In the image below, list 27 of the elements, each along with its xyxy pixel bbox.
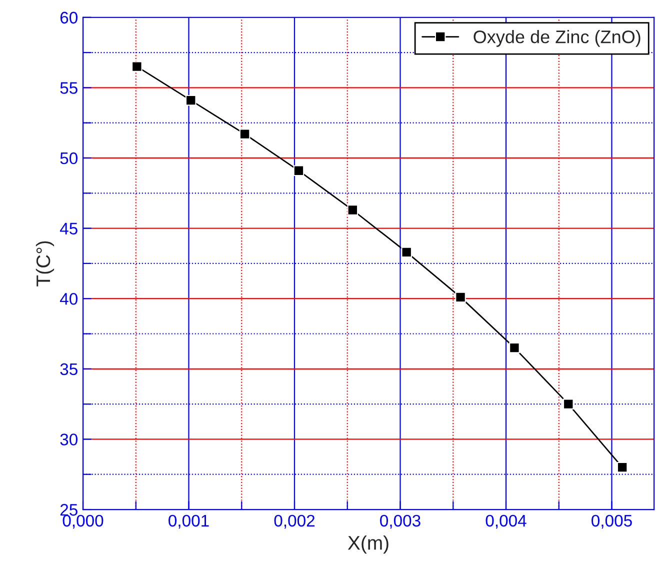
- y-tick-label: 30: [60, 434, 78, 446]
- y-axis-title: T(C°): [36, 241, 54, 286]
- point: [509, 342, 520, 354]
- point: [347, 204, 358, 216]
- y-tick-label: 50: [60, 152, 78, 164]
- x-tick-label: 0,005: [592, 514, 632, 529]
- x-tick-label: 0,001: [168, 514, 209, 529]
- legend-label: Oxyde de Zinc (ZnO): [474, 30, 640, 47]
- y-tick-label: 25: [60, 504, 78, 516]
- x-tick-label: 0,002: [274, 514, 315, 529]
- point: [455, 292, 466, 303]
- point: [563, 398, 574, 410]
- x-tick-label: 0,003: [380, 514, 420, 529]
- point: [401, 246, 412, 258]
- y-tick-label: 40: [60, 293, 78, 305]
- y-tick-label: 45: [60, 222, 78, 234]
- point: [132, 61, 142, 72]
- point: [185, 94, 196, 106]
- y-tick-label: 35: [60, 363, 78, 376]
- x-axis-title: X(m): [348, 535, 388, 554]
- y-tick-label: 55: [60, 82, 78, 94]
- point: [616, 462, 628, 473]
- point: [293, 165, 304, 176]
- x-tick-label: 0,000: [62, 514, 104, 529]
- y-tick-label: 60: [60, 12, 78, 24]
- point: [239, 128, 250, 140]
- x-tick-label: 0,004: [486, 514, 526, 529]
